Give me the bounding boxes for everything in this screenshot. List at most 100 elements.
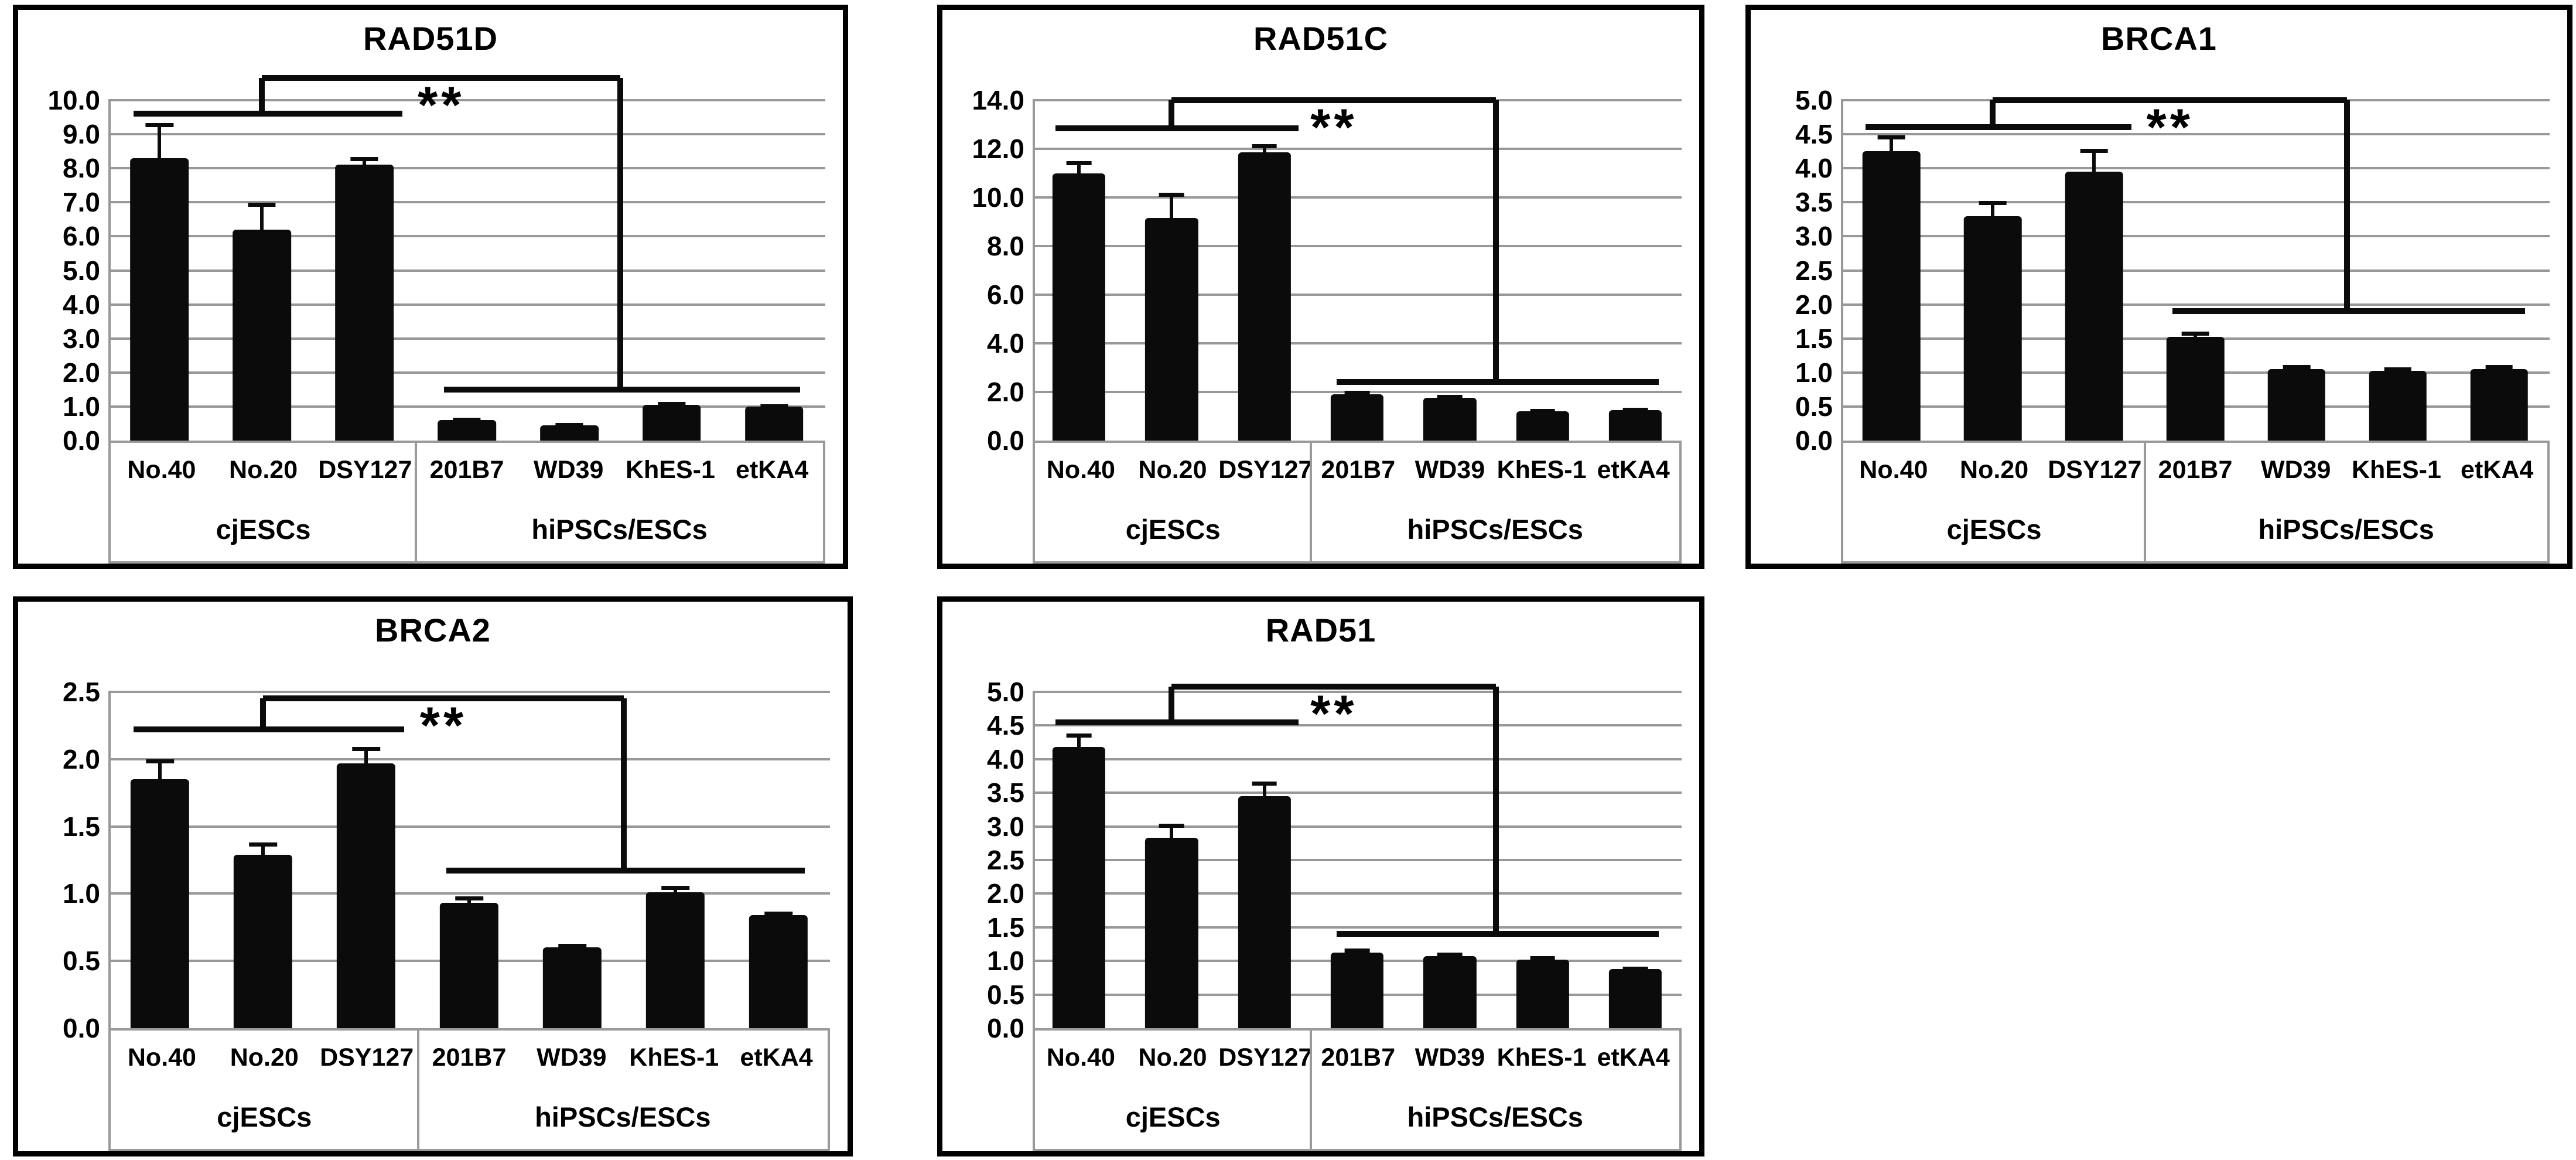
category-label-201b7: 201B7 [2158, 455, 2233, 484]
gridline [1033, 892, 1682, 895]
plot-area: ** [1841, 97, 2550, 441]
group-label-hipscsescs: hiPSCs/ESCs [1407, 513, 1583, 545]
error-bar-cap-no20 [1979, 201, 2007, 206]
group-label-row: cjESCs hiPSCs/ESCs [1035, 1084, 1679, 1149]
bar-khes1 [642, 405, 701, 441]
y-tick-label: 0.0 [63, 1013, 100, 1043]
error-bar-no40 [1077, 735, 1081, 749]
error-bar-cap-201b7 [1344, 948, 1370, 953]
error-bar-khes1 [674, 886, 677, 894]
group-label-cjescs: cjESCs [1125, 1101, 1221, 1132]
bar-no40 [1863, 151, 1921, 441]
chart-title: RAD51C [1253, 20, 1389, 57]
group-divider [416, 1031, 419, 1149]
y-axis: 14.0 12.0 10.0 8.0 6.0 4.0 2.0 0.0 [946, 85, 1033, 456]
y-tick-label: 0.0 [987, 1013, 1024, 1043]
error-bar-cap-no20 [248, 203, 276, 207]
y-tick-label: 4.0 [987, 328, 1024, 359]
y-tick-label: 1.5 [1795, 323, 1833, 354]
category-label-no20: No.20 [230, 1043, 299, 1072]
gridline [1841, 235, 2550, 238]
error-bar-cap-dsy127 [1252, 144, 1277, 148]
x-axis-label-table: No.40 No.20 DSY127 201B7 WD39 KhES-1 etKA4 cjES… [1033, 441, 1682, 564]
category-label-no20: No.20 [229, 455, 298, 484]
y-tick-label: 0.5 [63, 946, 100, 977]
bar-no40 [130, 779, 190, 1028]
significance-bracket-top-line [1171, 683, 1497, 690]
significance-group2-line [1336, 379, 1659, 385]
bar-wd39 [1423, 398, 1477, 441]
gridline [108, 758, 830, 760]
category-label-row: No.40 No.20 DSY127 201B7 WD39 KhES-1 etKA4 [1035, 443, 1679, 497]
y-tick-label: 4.5 [1795, 119, 1833, 150]
y-tick-label: 4.0 [987, 743, 1024, 775]
y-tick-label: 8.0 [63, 153, 100, 184]
error-bar-no20 [261, 844, 265, 856]
plot-column: ** No.40 No.20 DSY127 201B7 WD39 KhES-1 etKA4 cj… [1841, 64, 2550, 564]
y-tick-label: 2.5 [63, 677, 100, 707]
y-tick-label: 9.0 [63, 119, 100, 150]
chart-body: 10.0 9.0 8.0 7.0 6.0 5.0 4.0 3.0 2.0 1.0 0.0 ** No.4… [18, 64, 843, 564]
y-tick-label: 2.5 [1795, 255, 1833, 286]
category-label-no40: No.40 [1859, 455, 1928, 484]
gridline [1033, 691, 1682, 693]
bar-no20 [233, 229, 292, 441]
plot-area: ** [1033, 97, 1682, 441]
y-tick-label: 1.0 [987, 946, 1024, 977]
error-bar-dsy127 [1262, 145, 1266, 154]
error-bar-cap-wd39 [558, 943, 586, 948]
bar-etka4 [1608, 410, 1662, 441]
category-label-no20: No.20 [1960, 455, 2029, 484]
plot-area: ** [1033, 683, 1682, 1028]
category-label-etka4: etKA4 [1597, 1043, 1670, 1072]
error-bar-cap-201b7 [1344, 391, 1370, 395]
group-divider [1310, 443, 1313, 561]
category-label-dsy127: DSY127 [2048, 455, 2142, 484]
error-bar-no40 [158, 760, 162, 781]
significance-bracket-stem-left [260, 698, 266, 730]
plot-column: ** No.40 No.20 DSY127 201B7 WD39 KhES-1 etKA4 cj… [1033, 64, 1682, 564]
category-label-wd39: WD39 [537, 1043, 607, 1072]
bar-no20 [1145, 218, 1198, 441]
gridline [1033, 294, 1682, 296]
category-label-no40: No.40 [127, 1043, 196, 1072]
y-tick-label: 5.0 [987, 677, 1024, 707]
significance-group1-line [134, 726, 405, 733]
y-tick-label: 2.0 [63, 743, 100, 775]
category-label-etka4: etKA4 [740, 1043, 813, 1072]
category-label-khes1: KhES-1 [1497, 455, 1587, 484]
y-axis-line [1033, 692, 1035, 1028]
group-divider [415, 443, 418, 561]
error-bar-no40 [1890, 136, 1894, 153]
bar-dsy127 [336, 763, 396, 1028]
bar-dsy127 [1238, 796, 1291, 1028]
significance-bracket-stem-right [621, 698, 627, 871]
gridline [1033, 859, 1682, 861]
error-bar-201b7 [467, 898, 471, 905]
chart-panel-rad51c: RAD51C 14.0 12.0 10.0 8.0 6.0 4.0 2.0 0.0 ** No.40… [937, 5, 1704, 569]
gridline [1033, 196, 1682, 199]
chart-title: BRCA2 [375, 612, 491, 649]
group-label-hipscsescs: hiPSCs/ESCs [535, 1101, 711, 1132]
group-label-row: cjESCs hiPSCs/ESCs [111, 1084, 828, 1149]
chart-title: BRCA1 [2101, 20, 2217, 57]
y-tick-label: 1.5 [63, 811, 100, 842]
x-axis-label-table: No.40 No.20 DSY127 201B7 WD39 KhES-1 etKA4 cjES… [108, 1028, 830, 1151]
category-label-no40: No.40 [1046, 455, 1115, 484]
bar-dsy127 [2065, 172, 2123, 441]
category-label-wd39: WD39 [534, 455, 604, 484]
gridline [1033, 825, 1682, 828]
category-label-row: No.40 No.20 DSY127 201B7 WD39 KhES-1 etKA4 [111, 443, 823, 497]
category-label-dsy127: DSY127 [1218, 455, 1313, 484]
significance-bracket-stem-left [1990, 100, 1996, 128]
bar-khes1 [2369, 371, 2427, 441]
plot-column: ** No.40 No.20 DSY127 201B7 WD39 KhES-1 etKA4 cj… [108, 656, 830, 1151]
gridline [108, 235, 825, 238]
significance-bracket-top-line [1171, 97, 1497, 103]
group-label-hipscsescs: hiPSCs/ESCs [2258, 513, 2434, 545]
group-label-hipscsescs: hiPSCs/ESCs [1407, 1101, 1583, 1132]
y-tick-label: 0.0 [987, 425, 1024, 456]
significance-group1-line [1055, 719, 1299, 725]
plot-area: ** [108, 75, 825, 441]
error-bar-cap-etka4 [764, 911, 792, 916]
